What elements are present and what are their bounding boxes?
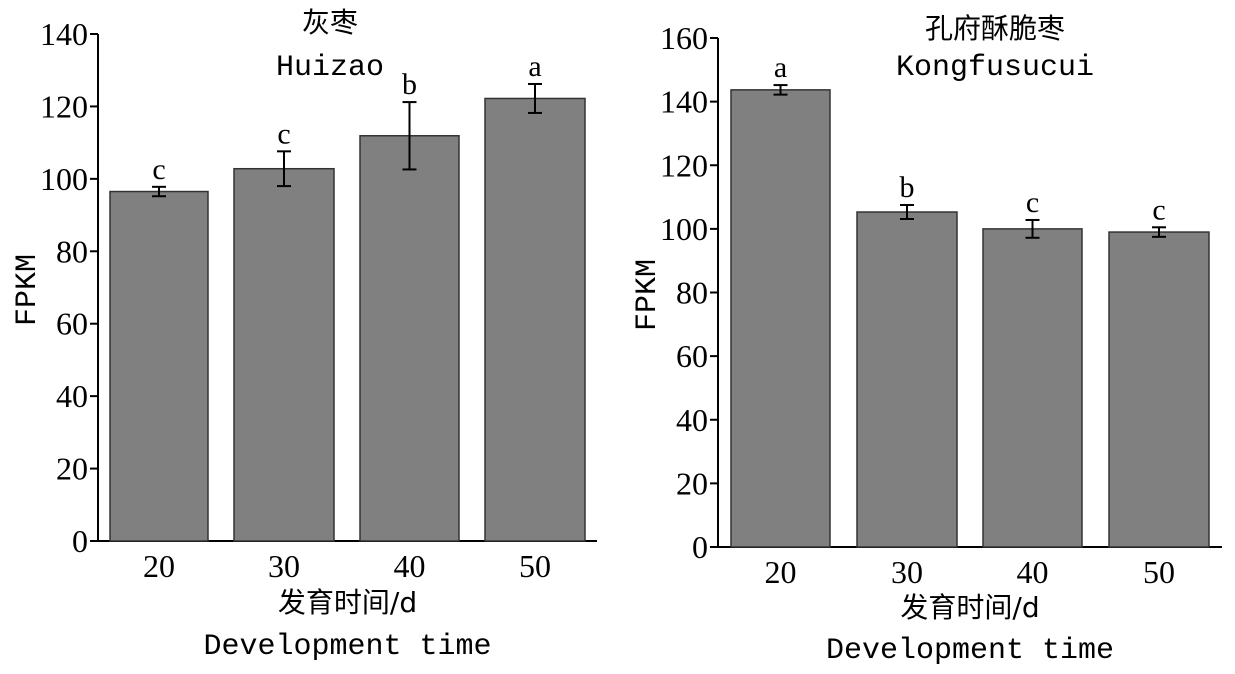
significance-letter: c	[152, 153, 165, 186]
y-tick-label: 160	[660, 20, 708, 56]
significance-letter: b	[402, 68, 417, 101]
chart-panel-2: 0 20 40 60 80 100 120 140 160 a 20 b 30 c 40 c 50 孔府酥脆枣 Ko…	[631, 12, 1222, 668]
bar-50	[1108, 231, 1210, 548]
x-axis-label-en: Development time	[203, 630, 491, 664]
y-tick-label: 20	[56, 451, 88, 487]
y-tick-label: 100	[40, 161, 88, 197]
x-tick-label: 50	[1143, 554, 1175, 590]
y-tick-label: 0	[72, 523, 88, 559]
bar-50	[484, 97, 586, 542]
significance-letter: c	[1152, 193, 1165, 226]
x-axis-label: 发育时间/d	[900, 591, 1039, 624]
y-tick-label: 140	[660, 84, 708, 120]
y-tick-label: 140	[40, 16, 88, 52]
x-tick-label: 30	[268, 548, 300, 584]
y-tick-label: 0	[692, 529, 708, 565]
y-tick-label: 60	[676, 338, 708, 374]
chart-subtitle: Kongfusucui	[896, 51, 1094, 85]
chart-title: 灰枣	[302, 6, 358, 39]
bar-40	[982, 228, 1083, 548]
y-axis-label: FPKM	[11, 254, 45, 326]
significance-letter: b	[900, 171, 915, 204]
x-tick-label: 20	[143, 548, 175, 584]
bar-20	[730, 89, 831, 548]
bar-30	[233, 167, 335, 542]
chart-panel-1: 0 20 40 60 80 100 120 140 c 20 c 30 b 40 a 50 灰枣 Huizao 发育…	[11, 6, 597, 664]
x-tick-label: 50	[519, 548, 551, 584]
x-tick-label: 40	[394, 548, 426, 584]
y-tick-label: 100	[660, 211, 708, 247]
y-tick-label: 80	[56, 233, 88, 269]
x-tick-label: 40	[1017, 554, 1049, 590]
x-tick-label: 30	[891, 554, 923, 590]
y-tick-label: 120	[660, 147, 708, 183]
y-tick-label: 20	[676, 465, 708, 501]
bar-30	[856, 211, 958, 548]
x-tick-label: 20	[765, 554, 797, 590]
chart-subtitle: Huizao	[276, 51, 384, 85]
y-tick-label: 60	[56, 306, 88, 342]
bar-40	[359, 135, 460, 542]
y-axis-label: FPKM	[631, 259, 665, 331]
x-axis-label: 发育时间/d	[278, 586, 417, 619]
y-tick-label: 80	[676, 275, 708, 311]
x-axis-label-en: Development time	[826, 634, 1114, 668]
y-tick-label: 40	[56, 378, 88, 414]
bar-20	[109, 190, 209, 542]
significance-letter: a	[774, 51, 787, 84]
y-tick-label: 120	[40, 88, 88, 124]
chart-title: 孔府酥脆枣	[925, 12, 1065, 45]
significance-letter: c	[277, 117, 290, 150]
y-tick-label: 40	[676, 402, 708, 438]
significance-letter: a	[528, 50, 541, 83]
significance-letter: c	[1026, 186, 1039, 219]
